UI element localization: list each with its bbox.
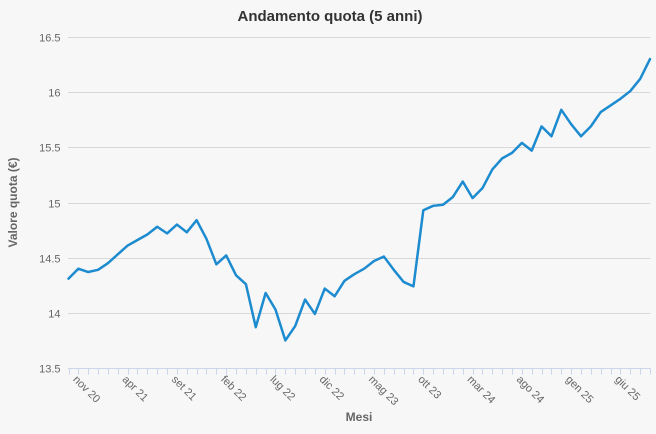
y-tick-label: 14.5 xyxy=(39,254,60,266)
x-axis-tick-labels: nov 20 apr 21 set 21 feb 22 lug 22 dic 22 mag … xyxy=(70,374,642,408)
gridlines xyxy=(68,37,651,369)
y-axis-tick-labels: 13.5 14 14.5 15 15.5 16 16.5 xyxy=(39,33,60,376)
x-tick-label: gen 25 xyxy=(563,374,595,406)
x-tick-label: ott 23 xyxy=(415,374,443,402)
x-tick-label: apr 21 xyxy=(120,374,151,405)
y-tick-label: 13.5 xyxy=(39,364,60,376)
x-tick-label: set 21 xyxy=(169,374,199,404)
chart-title: Andamento quota (5 anni) xyxy=(238,8,423,25)
x-tick-label: lug 22 xyxy=(267,374,297,404)
y-tick-label: 16.5 xyxy=(39,33,60,45)
y-tick-label: 14 xyxy=(48,309,60,321)
x-axis-ticks xyxy=(69,368,651,375)
x-tick-label: mar 24 xyxy=(465,374,498,407)
y-axis-title: Valore quota (€) xyxy=(6,157,20,247)
x-tick-label: giu 25 xyxy=(612,374,642,404)
x-tick-label: dic 22 xyxy=(317,374,346,403)
x-tick-label: feb 22 xyxy=(218,374,248,404)
x-axis-title: Mesi xyxy=(346,410,373,424)
y-tick-label: 15 xyxy=(48,199,60,211)
x-tick-label: nov 20 xyxy=(70,374,102,406)
y-tick-label: 16 xyxy=(48,88,60,100)
price-line-series xyxy=(67,57,652,342)
y-tick-label: 15.5 xyxy=(39,143,60,155)
x-tick-label: ago 24 xyxy=(514,374,546,406)
x-tick-label: mag 23 xyxy=(366,374,400,408)
